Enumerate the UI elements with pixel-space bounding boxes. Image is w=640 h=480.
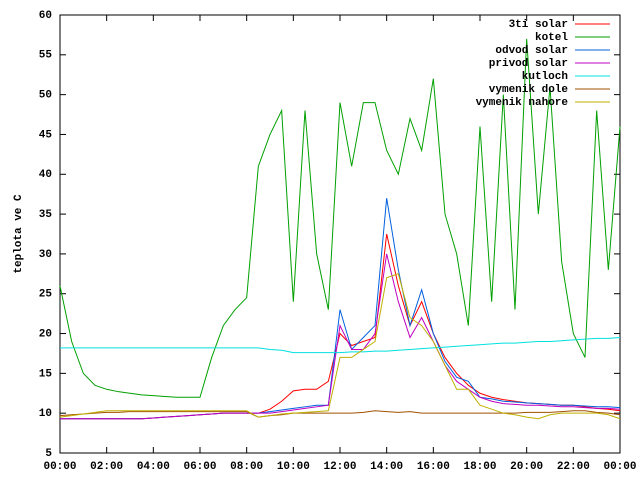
y-tick-label: 50 (39, 90, 52, 102)
y-tick-label: 40 (39, 169, 52, 181)
y-tick-label: 35 (39, 209, 53, 221)
legend-label: kotel (535, 32, 568, 44)
x-tick-label: 08:00 (230, 461, 263, 473)
y-tick-label: 15 (39, 368, 53, 380)
x-tick-label: 02:00 (90, 461, 123, 473)
series-line (60, 253, 621, 420)
y-tick-label: 25 (39, 289, 53, 301)
x-tick-label: 12:00 (323, 461, 356, 473)
x-tick-label: 14:00 (370, 461, 403, 473)
x-tick-label: 18:00 (463, 461, 496, 473)
x-tick-label: 06:00 (183, 461, 216, 473)
legend-label: vymenik dole (489, 84, 569, 96)
series-line (59, 410, 621, 418)
y-tick-label: 20 (39, 328, 52, 340)
x-tick-label: 00:00 (43, 461, 76, 473)
legend-label: 3ti solar (509, 19, 568, 31)
x-tick-label: 22:00 (557, 461, 590, 473)
x-tick-label: 16:00 (417, 461, 450, 473)
y-axis-label: teplota ve C (13, 194, 25, 274)
y-tick-label: 55 (39, 50, 53, 62)
series-line (59, 273, 621, 420)
legend-label: odvod solar (495, 45, 568, 57)
y-tick-label: 5 (45, 448, 52, 460)
x-tick-label: 10:00 (277, 461, 310, 473)
y-tick-label: 10 (39, 408, 52, 420)
y-tick-label: 45 (39, 129, 53, 141)
series-line (60, 198, 621, 420)
y-tick-label: 30 (39, 249, 52, 261)
x-tick-label: 20:00 (510, 461, 543, 473)
y-tick-label: 60 (39, 10, 52, 22)
x-tick-label: 00:00 (603, 461, 636, 473)
series-line (60, 337, 621, 354)
legend-label: vymenik nahore (476, 97, 569, 109)
x-tick-label: 04:00 (137, 461, 170, 473)
legend-label: privod solar (489, 58, 568, 70)
series-line (59, 38, 621, 398)
legend-label: kutloch (522, 71, 568, 83)
